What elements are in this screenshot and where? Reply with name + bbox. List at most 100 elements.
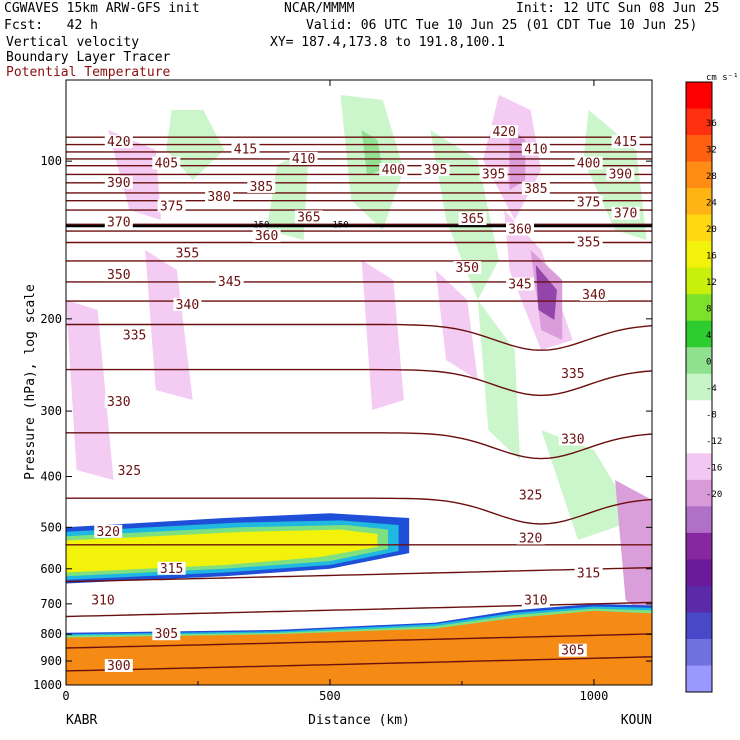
theta-label: 305 — [561, 644, 584, 659]
y-tick-label: 500 — [40, 520, 62, 534]
y-tick-label: 600 — [40, 562, 62, 576]
vertical-velocity-region — [361, 260, 404, 410]
theta-label: 335 — [123, 328, 146, 343]
colorbar-cell — [686, 267, 712, 295]
theta-label: 360 — [255, 229, 278, 244]
theta-label-bg — [173, 297, 202, 311]
theta-label: 410 — [524, 142, 547, 157]
start-station-label: KABR — [66, 713, 97, 728]
vertical-velocity-region — [66, 300, 114, 480]
theta-label: 315 — [160, 562, 183, 577]
theta-label-bg — [152, 156, 181, 170]
theta-label: 375 — [577, 196, 600, 211]
theta-label-bg — [558, 432, 587, 446]
colorbar-label: 28 — [706, 172, 717, 182]
y-tick-label: 1000 — [33, 678, 62, 692]
theta-label-bg — [294, 210, 323, 224]
colorbar-cell — [686, 612, 712, 640]
theta-isoline — [66, 566, 652, 583]
colorbar-cell — [686, 665, 712, 693]
colorbar-cell — [686, 453, 712, 481]
theta-label: 385 — [524, 182, 547, 197]
colorbar-cell — [686, 559, 712, 587]
colorbar-cell — [686, 479, 712, 507]
theta-label-bg — [611, 206, 640, 220]
theta-label-bg — [104, 659, 133, 673]
theta-label: 395 — [424, 163, 447, 178]
theta-label-bg — [157, 561, 186, 575]
model-title: CGWAVES 15km ARW-GFS init — [4, 1, 200, 16]
x-axis-title: Distance (km) — [308, 713, 410, 728]
field-label-tracer: Boundary Layer Tracer — [6, 50, 171, 65]
theta-label-bg — [490, 125, 519, 139]
theta-label-bg — [606, 167, 635, 181]
theta-label-bg — [521, 593, 550, 607]
theta-label: 380 — [207, 190, 230, 205]
y-tick-label: 800 — [40, 627, 62, 641]
y-tick-label: 400 — [40, 470, 62, 484]
forecast-hour: Fcst: 42 h — [4, 18, 98, 33]
theta-label-bg — [215, 274, 244, 288]
theta-label-bg — [205, 189, 234, 203]
x-tick-label: 0 — [62, 689, 69, 703]
colorbar-cell — [686, 108, 712, 136]
theta-label: 310 — [524, 594, 547, 609]
colorbar-label: 16 — [706, 251, 717, 261]
init-time: Init: 12 UTC Sun 08 Jun 25 — [516, 1, 720, 16]
theta-label-bg — [574, 566, 603, 580]
theta-label-bg — [574, 156, 603, 170]
vertical-velocity-region — [435, 270, 478, 380]
theta-label: 390 — [107, 176, 130, 191]
field-label-theta: Potential Temperature — [6, 65, 171, 80]
x-tick-label: 1000 — [579, 689, 608, 703]
y-tick-label: 200 — [40, 312, 62, 326]
theta-label: 355 — [176, 246, 199, 261]
theta-label-bg — [104, 394, 133, 408]
theta-isoline — [66, 601, 652, 618]
y-tick-label: 300 — [40, 404, 62, 418]
colorbar-label: -16 — [706, 464, 722, 474]
theta-label-bg — [479, 167, 508, 181]
plot-frame — [65, 79, 653, 686]
theta-label-bg — [289, 151, 318, 165]
tracer-plume — [66, 529, 378, 573]
theta-isoline — [66, 368, 652, 397]
colorbar-units: cm s⁻¹ — [706, 73, 739, 83]
theta-label-bg — [115, 463, 144, 477]
colorbar-cell — [686, 135, 712, 163]
theta-label: 405 — [155, 156, 178, 171]
theta-label: 370 — [107, 216, 130, 231]
theta-label: 305 — [155, 627, 178, 642]
colorbar-label: 32 — [706, 145, 717, 155]
colorbar-cell — [686, 241, 712, 269]
theta-isoline — [66, 656, 652, 672]
theta-label: 330 — [107, 395, 130, 410]
theta-label: 320 — [519, 531, 542, 546]
theta-label-bg — [421, 163, 450, 177]
tropopause-label: 150 — [332, 220, 348, 230]
theta-label: 415 — [234, 142, 257, 157]
theta-label: 340 — [176, 298, 199, 313]
theta-label-bg — [104, 215, 133, 229]
theta-label: 315 — [577, 566, 600, 581]
theta-label: 330 — [561, 433, 584, 448]
theta-label: 345 — [508, 278, 531, 293]
theta-label: 420 — [107, 135, 130, 150]
colorbar-cell — [686, 161, 712, 189]
theta-label: 400 — [577, 156, 600, 171]
theta-label-bg — [231, 142, 260, 156]
end-station-label: KOUN — [621, 713, 652, 728]
theta-label: 320 — [96, 525, 119, 540]
vertical-velocity-region — [477, 300, 521, 460]
theta-label-bg — [247, 179, 276, 193]
colorbar-cell — [686, 426, 712, 454]
vertical-velocity-region — [541, 430, 637, 540]
colorbar-label: 0 — [706, 357, 711, 367]
theta-label-bg — [94, 524, 123, 538]
theta-label: 335 — [561, 367, 584, 382]
vertical-velocity-region — [535, 265, 557, 320]
theta-label: 390 — [609, 167, 632, 182]
colorbar-cell — [686, 82, 712, 110]
